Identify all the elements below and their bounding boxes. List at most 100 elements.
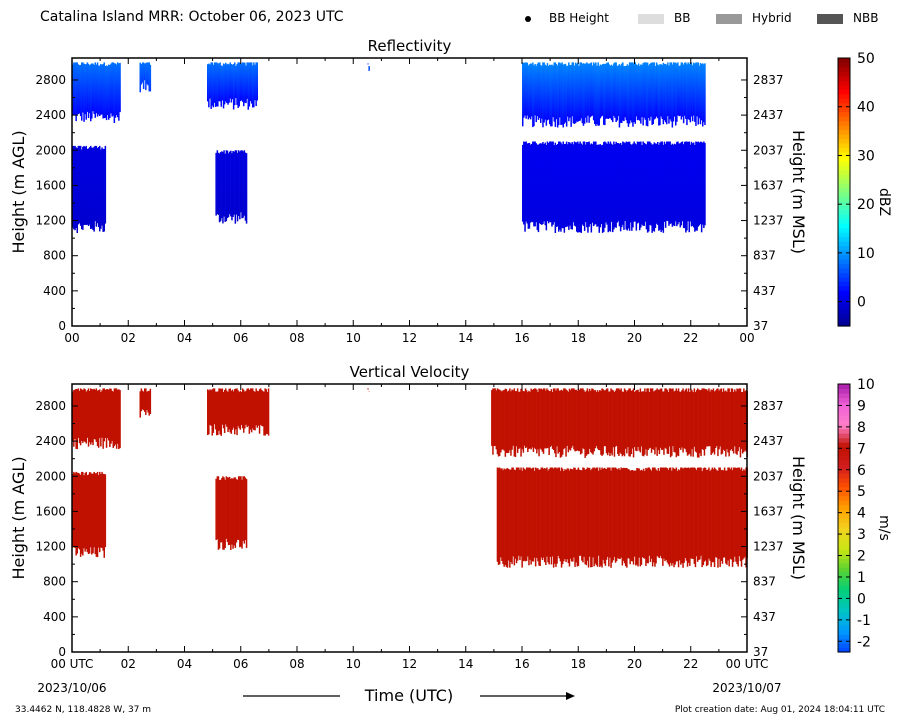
echo-column (140, 64, 143, 85)
echo-column (230, 479, 232, 550)
x-tick-label: 16 (514, 657, 529, 671)
echo-column (586, 142, 588, 228)
echo-column (720, 388, 723, 455)
x-tick-label: 00 UTC (51, 657, 94, 671)
echo-column (92, 63, 94, 112)
echo-column (573, 65, 576, 124)
echo-column (85, 391, 87, 444)
echo-column (535, 143, 537, 223)
echo-column (524, 62, 526, 116)
echo-column (648, 141, 650, 232)
echo-column (246, 388, 248, 428)
echo-column (673, 62, 676, 117)
x-tick-label: 08 (289, 657, 304, 671)
echo-column (614, 390, 617, 447)
echo-column (664, 63, 667, 123)
echo-column (367, 63, 369, 65)
echo-column (238, 62, 240, 107)
echo-column (687, 141, 689, 222)
echo-column (99, 471, 101, 553)
echo-column (743, 469, 745, 559)
echo-column (554, 62, 557, 127)
echo-column (609, 391, 611, 456)
echo-column (82, 62, 84, 113)
echo-column (248, 62, 251, 107)
echo-column (673, 391, 675, 452)
echo-column (76, 147, 78, 233)
echo-column (261, 390, 263, 426)
echo-column (653, 142, 656, 232)
echo-column (686, 391, 689, 456)
echo-column (663, 141, 666, 222)
colorbar-tick-label: 50 (857, 51, 875, 67)
echo-column (704, 63, 706, 125)
colorbar-tick-label: 6 (857, 463, 866, 479)
echo-column (679, 143, 681, 228)
echo-column (529, 391, 531, 449)
colorbar-segment (838, 647, 850, 653)
echo-column (710, 389, 712, 455)
echo-column (554, 467, 556, 564)
echo-column (525, 141, 527, 222)
echo-column (235, 150, 238, 215)
colorbar-segment (838, 410, 850, 416)
echo-column (588, 141, 590, 227)
echo-column (738, 388, 741, 448)
echo-column (552, 141, 554, 225)
echo-column (609, 141, 612, 232)
echo-column (723, 391, 726, 451)
echo-column (612, 390, 615, 448)
echo-column (708, 467, 710, 559)
echo-column (230, 150, 232, 217)
x-tick-label: 20 (627, 657, 642, 671)
echo-column (506, 391, 509, 454)
echo-column (675, 144, 677, 222)
echo-column (534, 64, 536, 116)
echo-column (662, 144, 665, 233)
echo-column (545, 390, 547, 449)
echo-column (708, 388, 710, 447)
echo-column (84, 64, 86, 115)
echo-column (548, 390, 550, 455)
echo-column (558, 467, 561, 559)
echo-column (623, 388, 626, 457)
echo-column (139, 62, 141, 93)
echo-column (85, 471, 87, 550)
echo-column (713, 467, 716, 567)
echo-column (554, 388, 556, 454)
echo-column (624, 66, 626, 118)
echo-column (595, 62, 597, 126)
echo-column (207, 389, 209, 435)
colorbar-segment (838, 174, 850, 180)
legend-nbb: NBB (817, 11, 878, 25)
echo-column (642, 391, 645, 457)
echo-column (560, 63, 562, 125)
echo-column (245, 65, 247, 104)
echo-column (543, 62, 545, 123)
echo-column (605, 142, 607, 223)
echo-column (702, 142, 704, 225)
echo-column (646, 468, 648, 563)
echo-column (717, 388, 719, 457)
echo-column (608, 143, 611, 231)
colorbar-tick-label: 0 (857, 591, 866, 607)
echo-column (561, 468, 564, 565)
echo-column (687, 388, 690, 455)
echo-column (602, 389, 604, 455)
echo-column (565, 141, 568, 227)
echo-column (671, 143, 674, 227)
echo-column (538, 388, 540, 457)
colorbar-segment (838, 125, 850, 131)
echo-column (575, 389, 577, 451)
echo-column (645, 62, 648, 126)
echo-column (503, 468, 505, 567)
echo-column (632, 470, 635, 565)
echo-column (559, 390, 562, 458)
echo-column (736, 467, 738, 565)
echo-column (565, 65, 568, 127)
echo-column (642, 63, 644, 126)
echo-column (513, 388, 516, 457)
echo-column (526, 62, 528, 116)
echo-column (145, 63, 147, 91)
echo-column (528, 467, 530, 566)
